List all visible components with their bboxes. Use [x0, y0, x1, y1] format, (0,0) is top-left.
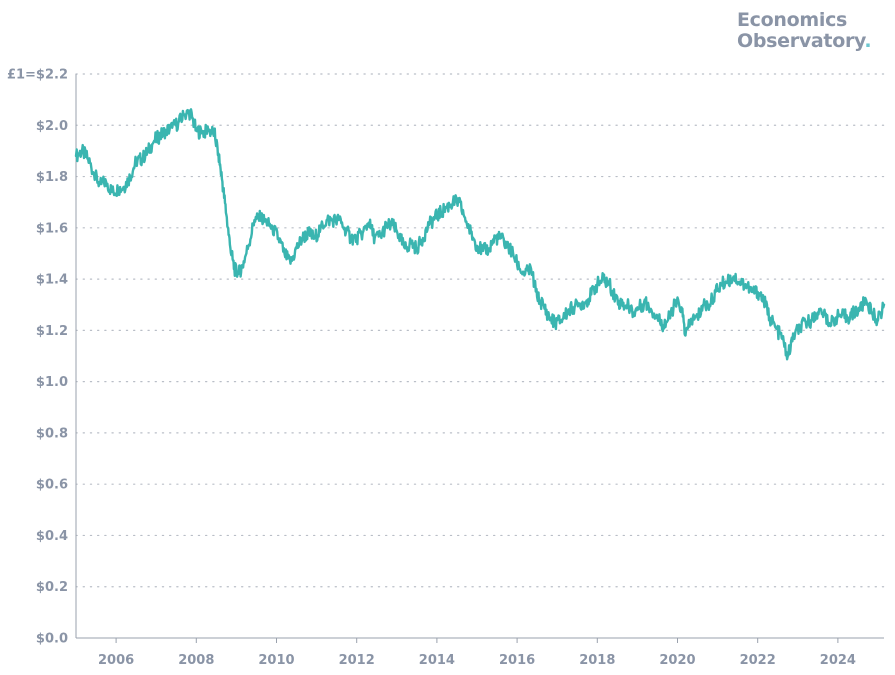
brand-logo-word: Observatory [737, 30, 865, 52]
y-tick-label: $0.8 [36, 426, 68, 441]
y-tick-label: $1.4 [36, 273, 68, 288]
y-tick-label: $0.0 [36, 632, 68, 647]
y-tick-label: $1.8 [36, 170, 68, 185]
y-tick-label: $1.2 [36, 324, 68, 339]
y-tick-label: $1.6 [36, 221, 68, 236]
y-tick-label: $0.6 [36, 478, 68, 493]
x-tick-label: 2006 [98, 653, 134, 668]
x-tick-label: 2020 [659, 653, 695, 668]
y-tick-label: $1.0 [36, 375, 68, 390]
x-tick-labels: 2006 2008 2010 2012 2014 2016 2018 2020 2022 2024 [98, 653, 856, 668]
grid-lines [75, 73, 885, 588]
x-tick-label: 2022 [740, 653, 776, 668]
brand-logo: Economics Observatory. [737, 9, 872, 52]
x-tick-label: 2018 [579, 653, 615, 668]
brand-logo-line1: Economics [737, 9, 848, 31]
x-tick-label: 2016 [499, 653, 535, 668]
brand-logo-dot: . [864, 30, 872, 52]
y-tick-labels: $0.0 $0.2 $0.4 $0.6 $0.8 $1.0 $1.2 $1.4 $1.6 $1.8… [7, 68, 68, 647]
y-tick-label: $0.4 [36, 529, 68, 544]
y-tick-label: $0.2 [36, 580, 68, 595]
x-tick-label: 2024 [820, 653, 856, 668]
x-tick-label: 2008 [178, 653, 214, 668]
series-line-0 [74, 108, 886, 361]
y-tick-label: £1=$2.2 [7, 68, 68, 83]
x-tick-label: 2012 [339, 653, 375, 668]
y-tick-label: $2.0 [36, 119, 68, 134]
axes [75, 74, 884, 643]
x-tick-label: 2010 [258, 653, 294, 668]
brand-logo-line2: Observatory. [737, 30, 872, 52]
series-layer [74, 108, 886, 361]
x-tick-label: 2014 [419, 653, 455, 668]
